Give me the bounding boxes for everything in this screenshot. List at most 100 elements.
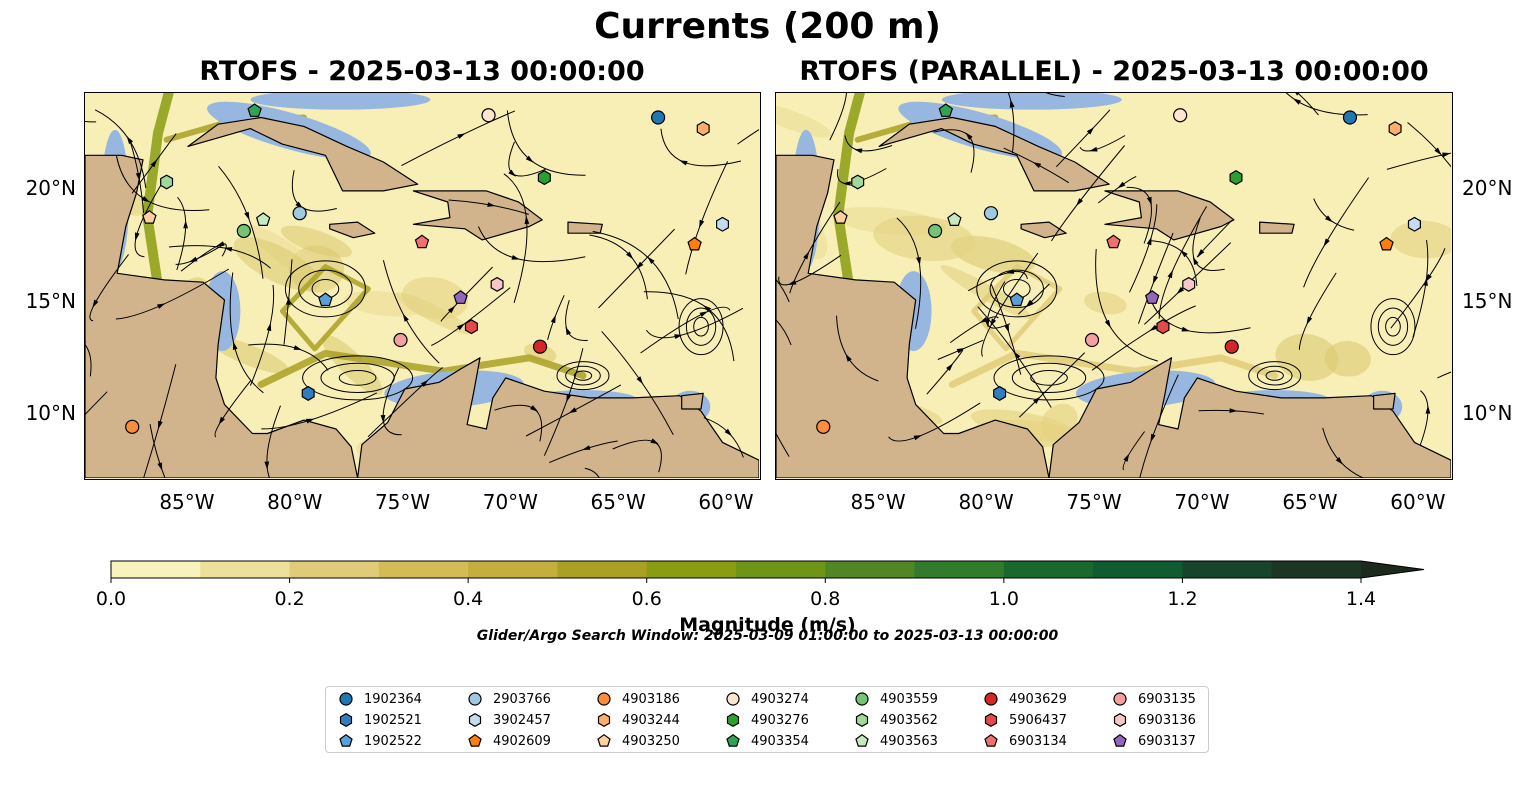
colorbar-tick-label: 1.0 xyxy=(988,588,1019,610)
float-marker-4903629 xyxy=(532,339,548,354)
float-marker-4903629 xyxy=(1224,339,1239,354)
longitude-tick-label: 60°W xyxy=(698,490,754,514)
legend-marker-icon xyxy=(1113,713,1127,727)
trinidad-land xyxy=(1373,392,1396,410)
shallow-water xyxy=(250,93,431,110)
float-marker-4903563 xyxy=(255,212,271,226)
strong-current-band xyxy=(948,349,1279,388)
float-marker-4903274 xyxy=(481,108,496,123)
legend-marker-4902609 xyxy=(468,733,482,747)
legend-marker-icon xyxy=(339,713,353,727)
float-marker-1902364 xyxy=(651,110,666,125)
legend-item: 4903274 xyxy=(725,689,809,709)
legend-item: 4903629 xyxy=(983,689,1067,709)
float-marker-4903244 xyxy=(696,121,710,137)
colorbar-tick-label: 0.8 xyxy=(810,588,841,610)
legend-marker-3902457 xyxy=(468,713,482,727)
legend-marker-6903135 xyxy=(1113,692,1127,706)
legend-marker-icon xyxy=(984,733,998,747)
float-marker-4903354 xyxy=(938,103,954,117)
current-streamlines xyxy=(85,109,760,479)
colorbar-tick-label: 1.2 xyxy=(1167,588,1198,610)
colorbar-segment xyxy=(200,561,291,578)
float-marker-4903559 xyxy=(236,223,251,239)
legend-marker-4903559 xyxy=(855,692,869,706)
hispaniola-land xyxy=(1104,190,1235,241)
right-map-panel[interactable] xyxy=(775,92,1453,480)
latitude-tick-label: 20°N xyxy=(1462,176,1513,201)
float-marker-4903559 xyxy=(927,223,943,239)
colorbar-segment xyxy=(111,561,201,578)
left-map-panel[interactable] xyxy=(84,92,761,480)
longitude-tick-label: 60°W xyxy=(1390,490,1446,514)
south-america-land xyxy=(1048,357,1452,479)
float-marker-4903562 xyxy=(851,174,865,190)
legend-marker-icon xyxy=(597,733,611,747)
longitude-tick-label: 70°W xyxy=(1174,490,1230,514)
longitude-tick-label: 85°W xyxy=(159,490,215,514)
float-marker-5906437 xyxy=(1156,319,1170,335)
legend-item-label: 4903354 xyxy=(751,733,809,749)
colorbar-tick-label: 0.2 xyxy=(274,588,305,610)
strong-current-band xyxy=(257,349,587,388)
magnitude-colorbar xyxy=(110,560,1425,583)
legend-item-label: 1902522 xyxy=(364,733,422,749)
colorbar-tick-label: 1.4 xyxy=(1345,588,1377,610)
legend-marker-4903186 xyxy=(597,692,611,706)
legend-item-label: 4903276 xyxy=(751,712,809,728)
jamaica-land xyxy=(329,221,376,239)
legend-marker-icon xyxy=(726,713,740,727)
figure-title: Currents (200 m) xyxy=(594,6,941,47)
float-marker-1902364 xyxy=(1342,110,1358,125)
legend-item-label: 6903135 xyxy=(1138,691,1196,707)
legend-marker-icon xyxy=(726,692,740,706)
float-marker-6903134 xyxy=(414,234,430,249)
hispaniola-land xyxy=(412,190,543,241)
legend-marker-6903134 xyxy=(984,733,998,747)
legend-item: 5906437 xyxy=(983,710,1067,730)
longitude-tick-label: 75°W xyxy=(1066,490,1122,514)
colorbar-segment xyxy=(289,561,380,578)
legend-item: 6903137 xyxy=(1112,731,1196,751)
longitude-tick-label: 75°W xyxy=(374,490,431,514)
legend-marker-1902521 xyxy=(339,713,353,727)
legend-item: 4903354 xyxy=(725,731,809,751)
longitude-tick-label: 70°W xyxy=(482,490,538,514)
float-marker-6903136 xyxy=(490,276,504,292)
legend-marker-1902522 xyxy=(339,733,353,747)
legend-marker-4903629 xyxy=(984,692,998,706)
colorbar-segment xyxy=(736,561,826,578)
legend-item: 1902521 xyxy=(338,710,422,730)
legend-marker-4903562 xyxy=(855,713,869,727)
colorbar-segment xyxy=(914,561,1005,578)
legend-marker-4903244 xyxy=(597,713,611,727)
colorbar-tick-label: 0.4 xyxy=(453,588,484,610)
colorbar-segment xyxy=(1182,561,1273,578)
colorbar-segment xyxy=(1093,561,1183,578)
left-panel-title: RTOFS - 2025-03-13 00:00:00 xyxy=(199,56,645,87)
legend-marker-4903274 xyxy=(726,692,740,706)
legend-item-label: 6903136 xyxy=(1138,712,1196,728)
float-marker-2903766 xyxy=(292,206,307,221)
legend-marker-icon xyxy=(984,713,998,727)
legend-item: 6903134 xyxy=(983,731,1067,751)
legend-item-label: 4903563 xyxy=(880,733,938,749)
float-marker-1902521 xyxy=(301,385,315,401)
legend-item: 4902609 xyxy=(467,731,551,751)
legend-item-label: 4903274 xyxy=(751,691,809,707)
colorbar-segment xyxy=(1003,561,1094,578)
float-marker-6903134 xyxy=(1106,234,1121,249)
legend-marker-6903137 xyxy=(1113,733,1127,747)
legend-marker-icon xyxy=(1113,692,1127,706)
legend-item-label: 1902521 xyxy=(364,712,422,728)
legend-item: 3902457 xyxy=(467,710,551,730)
longitude-tick-label: 80°W xyxy=(958,490,1014,514)
legend-item-label: 4903629 xyxy=(1009,691,1067,707)
right-current-map xyxy=(776,93,1452,479)
legend-item: 4903186 xyxy=(596,689,680,709)
float-marker-4903274 xyxy=(1173,108,1188,123)
colorbar-segment xyxy=(378,561,469,578)
legend-item-label: 4903244 xyxy=(622,712,680,728)
trinidad-land xyxy=(681,392,704,410)
search-window-text: Glider/Argo Search Window: 2025-03-09 01… xyxy=(476,628,1059,644)
